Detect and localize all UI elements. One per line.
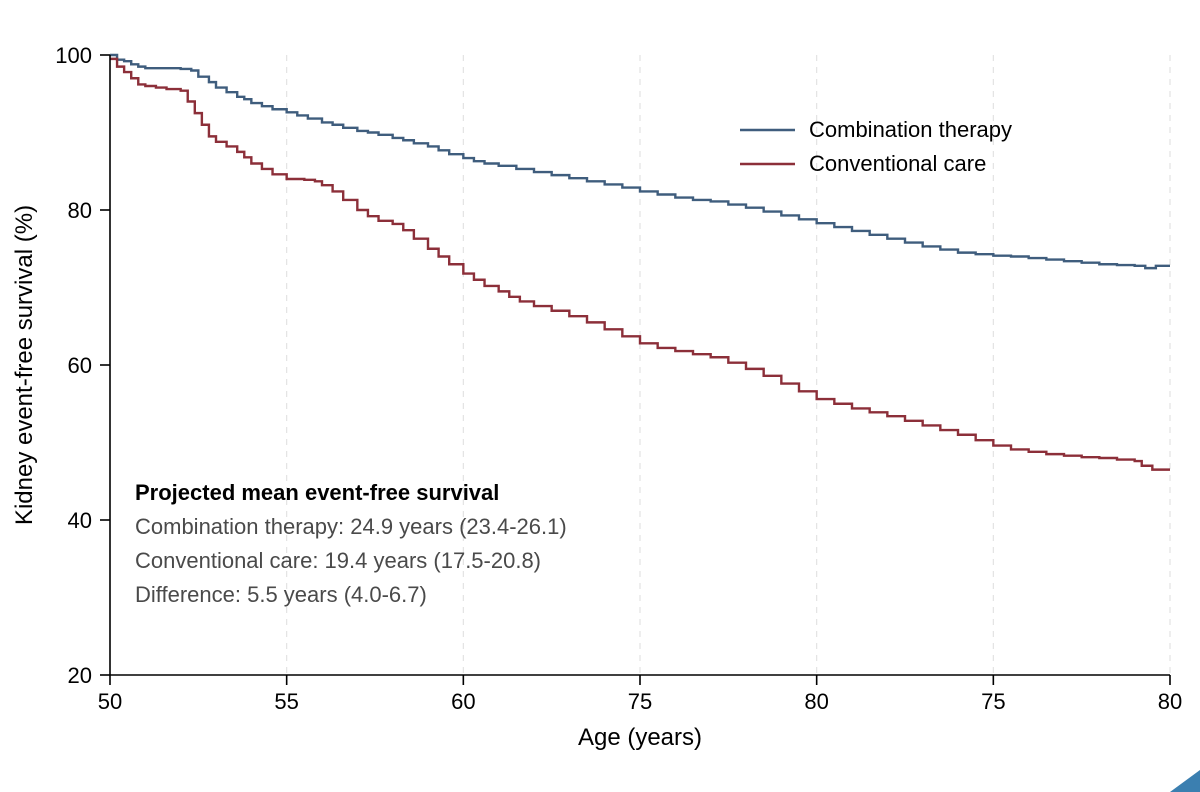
x-axis-label: Age (years) (578, 724, 702, 751)
x-tick-label: 80 (1158, 689, 1182, 714)
x-tick-label: 75 (628, 689, 652, 714)
y-axis-label: Kidney event-free survival (%) (11, 205, 38, 525)
y-tick-label: 20 (68, 663, 92, 688)
annotation-line: Difference: 5.5 years (4.0-6.7) (135, 582, 427, 607)
survival-chart: 50 55 60 75 80 75 80 20 40 60 80 100 Age (years) Kidn… (0, 0, 1200, 792)
y-tick-label: 100 (55, 43, 92, 68)
chart-svg: 50 55 60 75 80 75 80 20 40 60 80 100 Age (years) Kidn… (0, 0, 1200, 792)
x-tick-label: 50 (98, 689, 122, 714)
legend-label: Combination therapy (809, 117, 1012, 142)
annotation-line: Combination therapy: 24.9 years (23.4-26… (135, 514, 567, 539)
chart-bg (0, 0, 1200, 792)
x-tick-label: 60 (451, 689, 475, 714)
y-tick-label: 60 (68, 353, 92, 378)
annotation-title: Projected mean event-free survival (135, 480, 499, 505)
annotation-line: Conventional care: 19.4 years (17.5-20.8… (135, 548, 541, 573)
legend-label: Conventional care (809, 151, 986, 176)
x-tick-label: 75 (981, 689, 1005, 714)
x-tick-label: 55 (274, 689, 298, 714)
y-tick-label: 40 (68, 508, 92, 533)
x-tick-label: 80 (804, 689, 828, 714)
y-tick-label: 80 (68, 198, 92, 223)
